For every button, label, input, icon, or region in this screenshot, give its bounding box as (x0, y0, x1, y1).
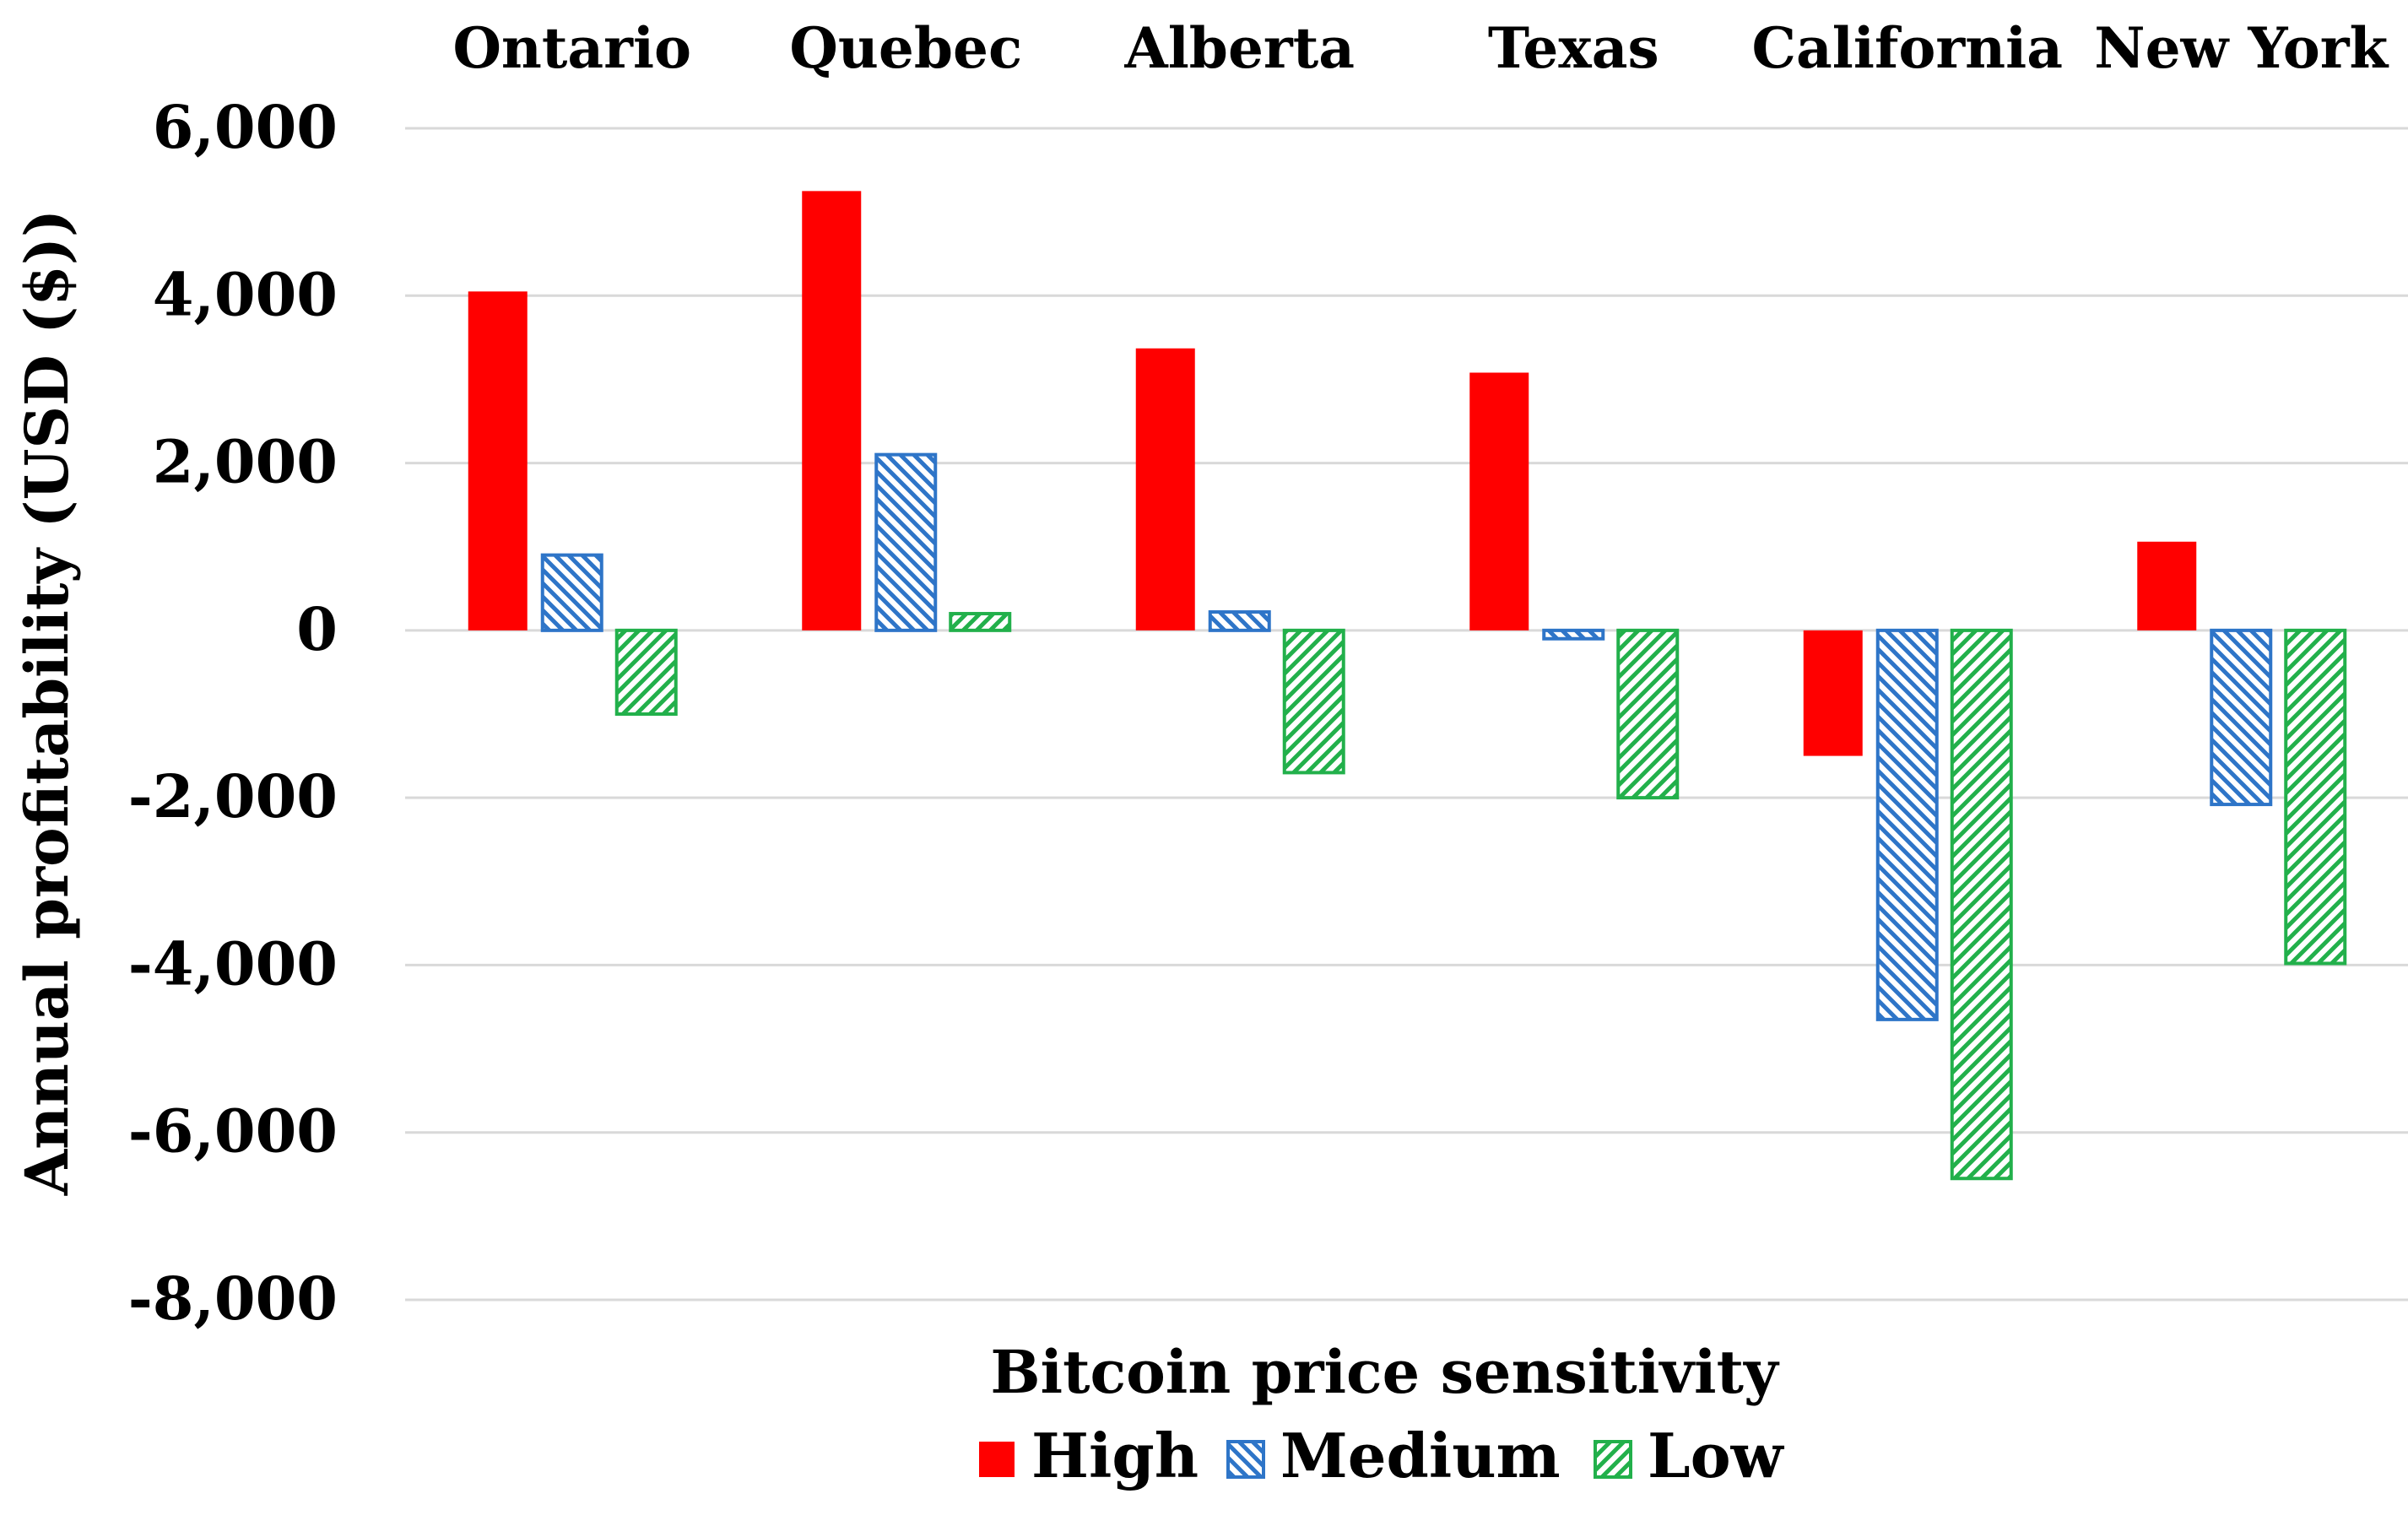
legend-label-low: Low (1648, 1420, 1785, 1491)
bar-ontario-medium (540, 553, 603, 632)
y-tick-label: 4,000 (153, 259, 338, 329)
y-tick-label: -8,000 (128, 1264, 338, 1334)
y-tick-label: -4,000 (128, 928, 338, 999)
category-label: Quebec (789, 15, 1022, 81)
legend-swatch-low (1594, 1440, 1632, 1479)
category-label: California (1752, 15, 2063, 81)
bars (468, 191, 2347, 1181)
legend-label-medium: Medium (1280, 1420, 1561, 1491)
legend-swatch-high (979, 1442, 1015, 1477)
category-label: Alberta (1124, 15, 1355, 81)
bar-ontario-low (614, 628, 678, 716)
bar-california-high (1803, 630, 1863, 756)
y-tick-label: 2,000 (153, 427, 338, 497)
bar-quebec-medium (874, 452, 938, 632)
bar-alberta-high (1135, 348, 1195, 630)
gridlines (405, 127, 2408, 1302)
y-axis-label: Annual profitability (USD ($)) (12, 209, 82, 1196)
y-axis-ticks: 6,000 4,000 2,000 0 -2,000 -4,000 -6,000 -8,000 (128, 92, 338, 1334)
x-axis-label: Bitcoin price sensitivity (990, 1337, 1780, 1407)
bar-new-york-medium (2210, 628, 2273, 807)
bar-ontario-high (468, 291, 528, 630)
category-labels: Ontario Quebec Alberta Texas California New Y… (452, 15, 2389, 81)
legend-label-high: High (1031, 1420, 1199, 1491)
bar-california-low (1950, 628, 2013, 1181)
y-tick-label: -2,000 (128, 761, 338, 831)
y-tick-label: 6,000 (153, 92, 338, 162)
bar-california-medium (1875, 628, 1939, 1021)
bar-alberta-low (1282, 628, 1345, 775)
category-label: Ontario (452, 15, 691, 81)
bar-quebec-low (949, 612, 1012, 632)
bar-texas-medium (1542, 628, 1605, 641)
bar-alberta-medium (1208, 610, 1271, 632)
bar-new-york-high (2137, 541, 2197, 630)
bar-new-york-low (2284, 628, 2347, 966)
legend: High Medium Low (979, 1420, 1785, 1491)
bar-quebec-high (802, 191, 862, 630)
category-label: New York (2094, 15, 2389, 81)
y-tick-label: 0 (296, 594, 338, 664)
y-tick-label: -6,000 (128, 1096, 338, 1166)
legend-swatch-medium (1226, 1440, 1265, 1479)
bar-texas-low (1616, 628, 1680, 800)
bar-texas-high (1469, 372, 1529, 630)
category-label: Texas (1488, 15, 1659, 81)
